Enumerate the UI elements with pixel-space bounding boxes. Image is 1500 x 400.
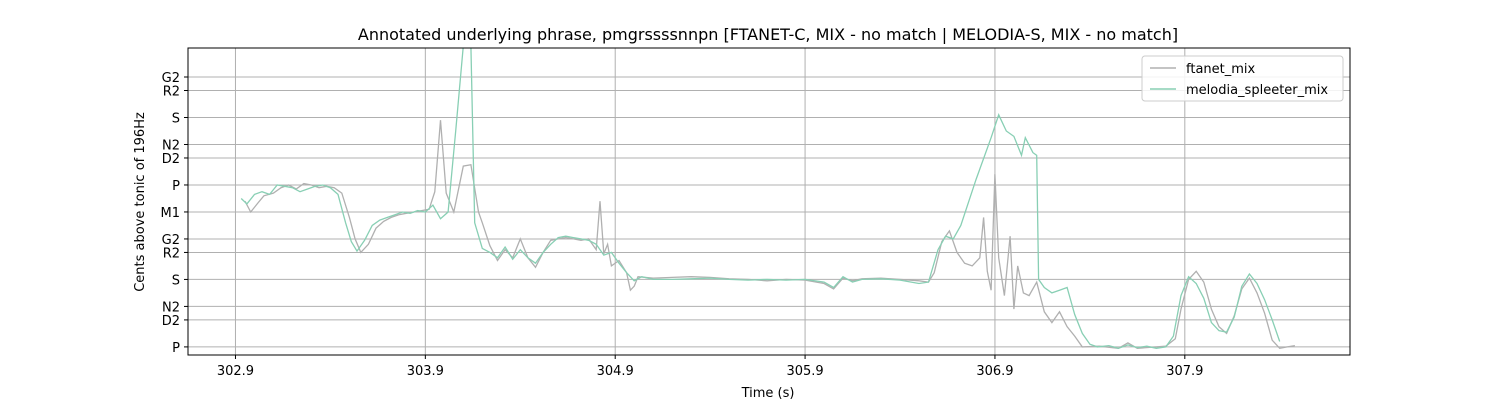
x-tick-label: 306.9	[976, 364, 1013, 379]
y-tick-label: R2	[163, 246, 180, 261]
legend-entry-label: ftanet_mix	[1186, 62, 1256, 77]
plot-frame	[187, 47, 1351, 356]
legend: ftanet_mix melodia_spleeter_mix	[1141, 55, 1344, 102]
legend-box	[1141, 55, 1344, 102]
x-tick-label: 304.9	[597, 364, 634, 379]
x-tick-label: 305.9	[786, 364, 823, 379]
y-tick-label: G2	[162, 233, 180, 248]
series-line-melodia-spleeter-mix	[240, 48, 1281, 349]
chart-title: Annotated underlying phrase, pmgrssssnnp…	[358, 25, 1178, 44]
y-tick-label: S	[172, 273, 180, 288]
series-line-ftanet-mix	[244, 120, 1296, 350]
y-tick-label: R2	[163, 85, 180, 100]
x-tick-label: 302.9	[217, 364, 254, 379]
y-axis-label: Cents above tonic of 196Hz	[133, 112, 148, 292]
x-tick-label: 307.9	[1166, 364, 1203, 379]
y-tick-label: N2	[162, 300, 180, 315]
y-tick-label: P	[172, 341, 180, 356]
y-tick-label: D2	[162, 314, 180, 329]
x-tick-label: 303.9	[407, 364, 444, 379]
y-tick-label: P	[172, 179, 180, 194]
y-tick-label: N2	[162, 138, 180, 153]
series-lines	[240, 48, 1296, 350]
y-tick-label: S	[172, 111, 180, 126]
x-axis-label: Time (s)	[741, 386, 795, 400]
x-axis-ticks: 302.9 303.9 304.9 305.9 306.9 307.9	[217, 355, 1203, 379]
y-tick-label: G2	[162, 71, 180, 86]
legend-entry-label: melodia_spleeter_mix	[1186, 83, 1328, 98]
y-tick-label: D2	[162, 152, 180, 167]
y-tick-label: M1	[161, 206, 181, 221]
